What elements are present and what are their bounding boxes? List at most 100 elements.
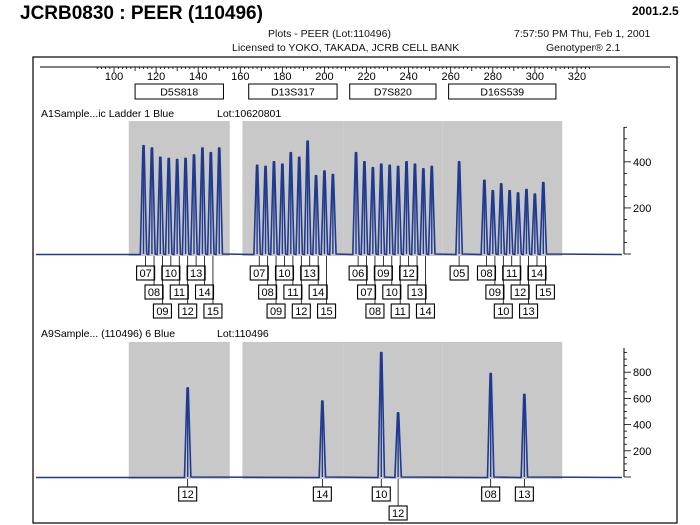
allele-label: 11 [287,287,298,299]
allele-box [502,265,522,281]
allele-label: 09 [377,268,389,280]
allele-box [481,486,501,502]
x-tick-label: 300 [526,71,544,83]
marker-label: D5S818 [160,87,198,99]
y-tick-label: 200 [633,203,651,215]
panel-lot: Lot:110496 [217,328,269,340]
marker-band [343,342,443,479]
y-tick-label: 400 [633,420,651,432]
allele-label: 09 [270,306,282,318]
allele-box [203,303,223,319]
allele-label: 10 [386,287,398,299]
panel-label: A1Sample...ic Ladder 1 Blue [41,108,174,120]
allele-label: 12 [514,287,526,299]
allele-label: 12 [403,268,415,280]
allele-box [348,265,368,281]
marker-box [349,83,437,100]
x-tick-label: 180 [273,71,291,83]
allele-box [510,284,530,300]
allele-box [249,265,269,281]
allele-label: 09 [156,306,168,318]
marker-box [134,83,224,100]
allele-box [308,284,328,300]
x-tick-label: 260 [442,71,460,83]
panel-label: A9Sample... (110496) 6 Blue [41,328,175,340]
allele-box [399,265,419,281]
marker-box [448,83,557,100]
allele-box [283,284,303,300]
y-tick-label: 400 [633,157,651,169]
allele-box [493,303,513,319]
allele-box [407,284,427,300]
allele-box [371,486,391,502]
x-tick-label: 100 [105,71,123,83]
allele-box [266,303,286,319]
allele-box [194,284,215,300]
allele-label: 14 [312,287,324,299]
allele-box [365,303,385,319]
x-tick-label: 120 [147,71,165,83]
allele-label: 07 [360,287,372,299]
allele-label: 10 [165,268,177,280]
allele-label: 06 [352,268,364,280]
allele-box [291,303,311,319]
allele-label: 13 [518,489,530,501]
x-tick-label: 220 [357,71,375,83]
x-tick-label: 240 [399,71,417,83]
allele-label: 14 [531,268,543,280]
page-title: JCRB0830 : PEER (110496) [20,3,263,24]
allele-box [258,284,278,300]
allele-label: 15 [320,306,332,318]
marker-band [442,342,563,479]
allele-label: 11 [394,306,405,318]
allele-label: 15 [207,306,219,318]
allele-label: 14 [198,287,210,299]
allele-label: 09 [489,287,501,299]
plots-title: Plots - PEER (Lot:110496) [268,28,391,40]
allele-label: 14 [419,306,431,318]
marker-label: D13S317 [271,87,315,99]
allele-box [178,486,198,502]
allele-label: 14 [316,489,328,501]
panel-lot: Lot:10620801 [217,108,281,120]
allele-label: 10 [497,306,509,318]
allele-box [356,284,377,300]
allele-box [449,265,469,281]
allele-label: 07 [253,268,265,280]
y-tick-label: 800 [633,367,651,379]
allele-label: 10 [278,268,290,280]
timestamp: 7:57:50 PM Thu, Feb 1, 2001 [514,28,651,40]
allele-box [527,265,547,281]
allele-label: 13 [190,268,202,280]
marker-label: D16S539 [480,87,524,99]
allele-label: 12 [182,306,194,318]
y-tick-label: 600 [633,393,651,405]
allele-box [144,284,164,300]
allele-box [152,303,172,319]
allele-box [317,303,337,319]
allele-label: 08 [485,489,497,501]
software-version: Genotyper® 2.1 [546,42,621,54]
allele-box [476,265,497,281]
x-tick-label: 140 [189,71,207,83]
marker-box [248,83,338,100]
allele-box [178,303,198,319]
trace-line [36,351,623,479]
allele-label: 08 [148,287,160,299]
allele-label: 12 [295,306,307,318]
x-tick-label: 200 [315,71,333,83]
license-line: Licensed to YOKO, TAKADA, JCRB CELL BANK [232,42,460,54]
marker-band [128,342,230,479]
allele-label: 05 [453,268,465,280]
allele-box [382,284,402,300]
x-tick-label: 320 [568,71,586,83]
allele-label: 07 [139,268,151,280]
allele-label: 11 [506,268,517,280]
allele-box [161,265,181,281]
allele-label: 13 [411,287,423,299]
allele-box [519,303,539,319]
allele-box [390,303,410,319]
allele-label: 12 [182,489,194,501]
x-tick-label: 160 [231,71,249,83]
